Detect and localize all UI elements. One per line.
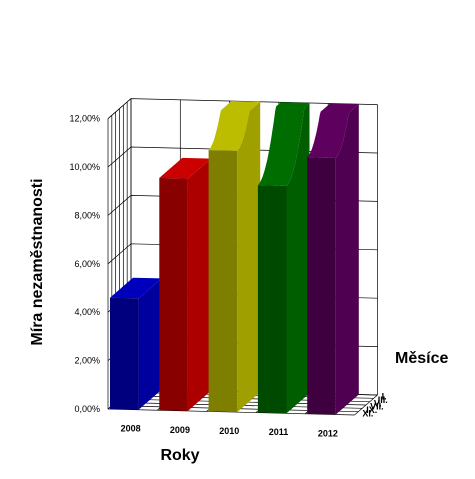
bar-front-2012 [307,157,336,415]
depth-tick-labels: I.III.V.VII.IX.XI. [362,392,387,419]
bar-front-2008 [110,297,139,410]
y-tick-label: 4,00% [74,307,100,317]
x-tick-labels: 2008 2009 2010 2011 2012 [121,424,338,439]
y-tick-label: 10,00% [69,162,100,172]
bar-front-2009 [159,177,188,411]
bar-side-2008 [138,278,162,410]
depth-tick-label: V. [374,398,382,408]
bar-front-2011 [257,185,287,414]
y-tick-label: 12,00% [69,114,100,124]
series-2012 [307,103,359,415]
depth-tick-label: VII. [370,402,384,412]
x-tick-label: 2008 [121,424,141,434]
bar-top-2010 [208,101,261,151]
bar-top-2011 [257,102,310,186]
y-tick-label: 0,00% [74,404,100,414]
series-2010 [208,101,261,413]
series-2011 [257,102,310,414]
bar-side-2009 [187,158,211,411]
x-tick-label: 2011 [269,427,289,437]
bar-front-2010 [208,150,238,413]
bar-side-2010 [237,101,261,413]
y-tick-label: 8,00% [74,210,100,220]
depth-axis-title: Měsíce [395,350,448,367]
y-tick-labels: 0,00% 2,00% 4,00% 6,00% 8,00% 10,00% 12,00% [69,114,100,414]
x-tick-label: 2009 [170,425,190,435]
depth-tick-label: IX. [366,405,377,415]
series-2009 [159,157,211,411]
chart-bars [110,101,359,415]
y-tick-label: 2,00% [74,356,100,366]
x-tick-label: 2010 [219,426,239,436]
bar-side-2012 [335,104,359,415]
x-tick-label: 2012 [318,428,338,438]
series-2008 [110,277,162,410]
floor-line [107,408,355,416]
y-tick-label: 6,00% [74,259,100,269]
bar-top-2012 [307,103,359,158]
bar-top-2008 [110,277,162,299]
depth-tick-label: XI. [362,408,373,418]
bar-side-2011 [286,102,310,414]
x-axis-title: Roky [160,447,199,464]
depth-tick-label: III. [378,395,388,405]
y-axis-title: Míra nezaměstnanosti [29,178,46,345]
bar-top-2009 [159,157,211,179]
depth-tick-label: I. [382,392,387,402]
